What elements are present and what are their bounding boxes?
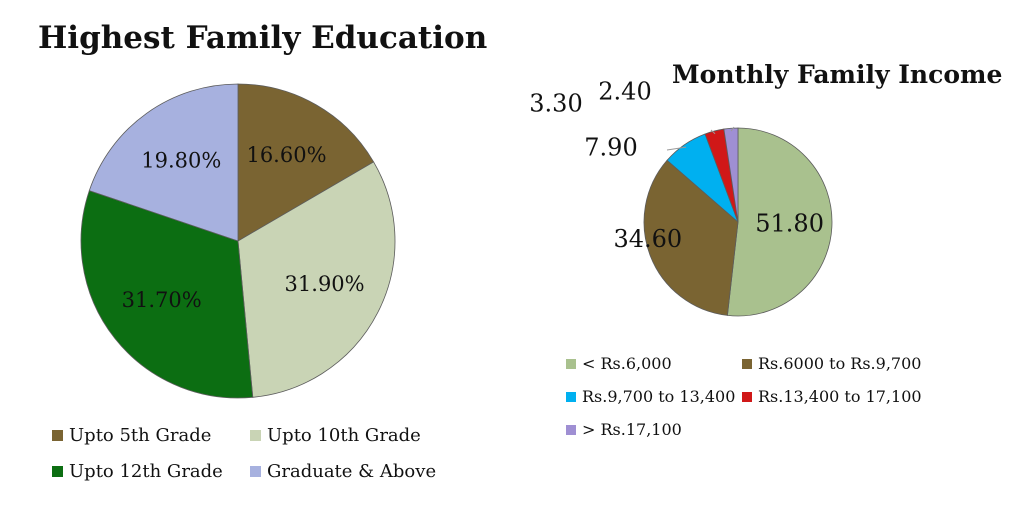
- pie-slice-rs-17-100: [723, 127, 739, 223]
- leader-line-rs-13-400-to-17-100: [710, 129, 716, 135]
- data-label-upto-12th-grade: 31.70%: [122, 288, 202, 312]
- legend-item-above-17100: > Rs.17,100: [566, 420, 682, 439]
- legend-label: < Rs.6,000: [582, 354, 672, 373]
- monthly-family-income-pie: 51.80 34.60 7.903.30 2.40: [529, 78, 833, 317]
- legend-label: > Rs.17,100: [582, 420, 682, 439]
- pie-slice-upto-12th-grade: [80, 190, 254, 399]
- legend-swatch: [250, 466, 261, 477]
- legend-swatch: [566, 358, 576, 369]
- legend-item-graduate-above: Graduate & Above: [250, 461, 436, 482]
- data-label-graduate-above: 19.80%: [141, 148, 221, 172]
- legend-swatch: [52, 466, 63, 477]
- legend-swatch: [566, 391, 576, 402]
- pie-slice-rs-6-000: [726, 127, 833, 317]
- leader-line-rs-9-700-to-13-400: [666, 146, 687, 151]
- pie-slice-upto-5th-grade: [237, 83, 375, 242]
- legend-item-13400-to-17100: Rs.13,400 to 17,100: [742, 387, 922, 406]
- leader-line-rs-17-100: [730, 126, 735, 132]
- legend-item-upto-12th-grade: Upto 12th Grade: [52, 461, 223, 482]
- legend-swatch: [52, 430, 63, 441]
- pie-slice-rs-6000-to-rs-9-700: [643, 159, 739, 316]
- legend-label: Rs.9,700 to 13,400: [582, 387, 736, 406]
- data-label-rs-6-000: 51.80: [755, 209, 824, 237]
- legend-label: Rs.6000 to Rs.9,700: [758, 354, 922, 373]
- data-label-upto-10th-grade: 31.90%: [285, 272, 365, 296]
- legend-swatch: [742, 391, 752, 402]
- legend-item-below-6000: < Rs.6,000: [566, 354, 672, 373]
- legend-swatch: [566, 424, 576, 435]
- legend-label: Upto 5th Grade: [69, 425, 212, 446]
- highest-family-education-pie: 16.60% 31.90% 31.70% 19.80%: [80, 83, 396, 399]
- education-chart-title: Highest Family Education: [38, 20, 488, 56]
- legend-swatch: [250, 430, 261, 441]
- pie-slice-graduate-above: [88, 83, 239, 242]
- income-chart-title: Monthly Family Income: [672, 60, 1003, 89]
- legend-item-upto-10th-grade: Upto 10th Grade: [250, 425, 421, 446]
- legend-label: Graduate & Above: [267, 461, 437, 482]
- legend-label: Rs.13,400 to 17,100: [758, 387, 922, 406]
- data-label-rs-17-100: 2.40: [598, 78, 651, 106]
- legend-swatch: [742, 358, 752, 369]
- legend-label: Upto 10th Grade: [267, 425, 421, 446]
- data-label-rs-13-400-to-17-100: 3.30: [529, 90, 582, 118]
- pie-slice-upto-10th-grade: [237, 161, 396, 398]
- legend-item-6000-to-9700: Rs.6000 to Rs.9,700: [742, 354, 921, 373]
- data-label-upto-5th-grade: 16.60%: [246, 143, 326, 167]
- legend-item-9700-to-13400: Rs.9,700 to 13,400: [566, 387, 735, 406]
- legend-item-upto-5th-grade: Upto 5th Grade: [52, 425, 211, 446]
- legend-label: Upto 12th Grade: [69, 461, 223, 482]
- data-label-rs-6000-to-rs-9-700: 34.60: [613, 225, 682, 253]
- data-label-rs-9-700-to-13-400: 7.90: [584, 134, 637, 162]
